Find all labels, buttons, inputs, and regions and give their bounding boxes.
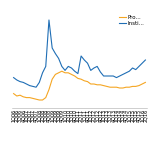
Pro... — [144, 81, 146, 83]
Insti... — [67, 66, 69, 67]
Insti... — [70, 67, 72, 69]
Insti... — [48, 19, 50, 21]
Insti... — [141, 62, 143, 64]
Pro... — [45, 97, 47, 99]
Insti... — [74, 70, 76, 72]
Pro... — [51, 78, 53, 80]
Legend: Pro..., Insti...: Pro..., Insti... — [119, 15, 144, 26]
Insti... — [32, 85, 34, 87]
Insti... — [96, 66, 98, 67]
Insti... — [106, 75, 108, 77]
Pro... — [138, 85, 140, 87]
Pro... — [106, 85, 108, 87]
Pro... — [48, 89, 50, 90]
Insti... — [77, 73, 79, 75]
Pro... — [99, 84, 101, 86]
Insti... — [90, 69, 92, 71]
Pro... — [141, 83, 143, 85]
Insti... — [61, 66, 63, 67]
Pro... — [83, 80, 85, 82]
Pro... — [87, 81, 88, 82]
Pro... — [132, 85, 134, 87]
Insti... — [138, 66, 140, 67]
Insti... — [83, 59, 85, 61]
Pro... — [13, 93, 15, 94]
Insti... — [116, 77, 117, 78]
Pro... — [26, 97, 27, 99]
Insti... — [13, 77, 15, 78]
Insti... — [99, 71, 101, 73]
Insti... — [125, 72, 127, 74]
Insti... — [19, 81, 21, 82]
Insti... — [87, 62, 88, 64]
Insti... — [122, 74, 124, 75]
Insti... — [35, 86, 37, 88]
Pro... — [67, 72, 69, 74]
Pro... — [35, 98, 37, 100]
Insti... — [128, 70, 130, 72]
Insti... — [45, 66, 47, 67]
Insti... — [22, 81, 24, 83]
Pro... — [112, 86, 114, 88]
Pro... — [96, 84, 98, 86]
Pro... — [42, 99, 43, 101]
Insti... — [64, 69, 66, 71]
Pro... — [29, 97, 31, 99]
Pro... — [125, 86, 127, 88]
Insti... — [80, 55, 82, 57]
Pro... — [22, 96, 24, 98]
Pro... — [32, 98, 34, 99]
Pro... — [93, 83, 95, 85]
Pro... — [122, 87, 124, 89]
Insti... — [112, 75, 114, 77]
Insti... — [54, 53, 56, 54]
Pro... — [77, 78, 79, 79]
Pro... — [116, 86, 117, 88]
Insti... — [119, 75, 121, 77]
Pro... — [135, 85, 137, 87]
Pro... — [109, 86, 111, 88]
Pro... — [128, 86, 130, 88]
Pro... — [61, 70, 63, 72]
Insti... — [135, 69, 137, 70]
Pro... — [38, 99, 40, 101]
Insti... — [38, 81, 40, 83]
Pro... — [80, 78, 82, 80]
Pro... — [70, 74, 72, 75]
Insti... — [103, 75, 105, 77]
Pro... — [19, 94, 21, 96]
Insti... — [16, 79, 18, 81]
Insti... — [26, 83, 27, 85]
Insti... — [29, 85, 31, 87]
Pro... — [119, 87, 121, 89]
Pro... — [16, 95, 18, 97]
Insti... — [93, 67, 95, 69]
Line: Insti...: Insti... — [14, 20, 145, 87]
Pro... — [74, 75, 76, 77]
Insti... — [51, 47, 53, 49]
Pro... — [64, 72, 66, 74]
Insti... — [132, 67, 134, 69]
Insti... — [42, 72, 43, 74]
Pro... — [58, 72, 60, 74]
Pro... — [103, 85, 105, 87]
Insti... — [109, 75, 111, 77]
Line: Pro...: Pro... — [14, 71, 145, 100]
Insti... — [144, 59, 146, 61]
Pro... — [54, 74, 56, 75]
Insti... — [58, 57, 60, 59]
Pro... — [90, 83, 92, 85]
